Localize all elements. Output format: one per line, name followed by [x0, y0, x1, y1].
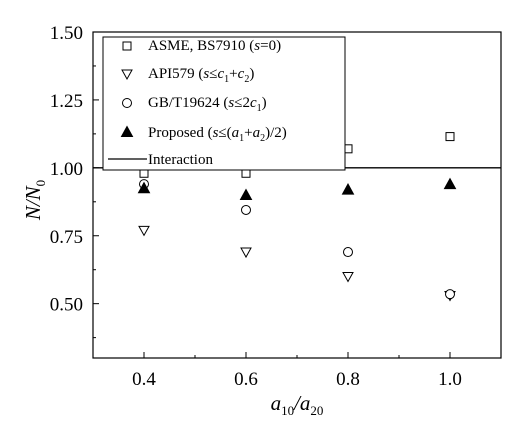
- data-points: [137, 132, 457, 302]
- legend-marker-series-4: [120, 125, 134, 137]
- legend-marker-series-2: [121, 69, 133, 81]
- legend-label-proposed: Proposed (s≤(a1+a2)/2): [148, 125, 287, 144]
- data-point-series-4: [239, 188, 253, 200]
- legend-marker-series-3: [122, 98, 132, 108]
- data-point-series-3: [445, 289, 455, 300]
- data-point-series-4: [137, 181, 151, 194]
- data-point-series-2: [138, 225, 150, 237]
- x-tick-label: 0.4: [132, 369, 156, 390]
- legend-marker-series-1: [122, 41, 132, 51]
- x-tick-label: 0.8: [336, 369, 360, 390]
- y-axis-title: N/N0: [21, 180, 48, 221]
- y-tick-label: 1.50: [50, 23, 83, 44]
- data-point-series-3: [343, 247, 353, 258]
- legend-markers: [108, 41, 147, 160]
- y-tick-label: 0.50: [50, 295, 83, 316]
- data-point-series-3: [241, 204, 251, 215]
- axis-ticks: 0.4 0.6 0.8 1.0 0.50 0.75 1.00 1.25 1.50: [50, 23, 502, 390]
- data-point-series-4: [341, 183, 355, 195]
- x-tick-label: 0.6: [234, 369, 258, 390]
- data-point-series-2: [342, 272, 354, 283]
- legend-label-gbt: GB/T19624 (s≤2c1): [148, 95, 267, 114]
- legend-label-interaction: Interaction: [148, 152, 213, 168]
- legend-box: [102, 36, 346, 171]
- x-tick-label: 1.0: [438, 369, 462, 390]
- data-point-series-4: [443, 177, 457, 190]
- legend: ASME, BS7910 (s=0) API579 (s≤c1+c2) GB/T…: [102, 36, 346, 171]
- y-tick-label: 1.00: [50, 159, 83, 180]
- data-point-series-1: [445, 132, 455, 142]
- legend-label-asme: ASME, BS7910 (s=0): [148, 38, 281, 54]
- y-tick-label: 1.25: [50, 91, 83, 112]
- x-axis-title: a10/a20: [271, 391, 324, 418]
- data-point-series-2: [240, 247, 252, 259]
- y-tick-label: 0.75: [50, 227, 83, 248]
